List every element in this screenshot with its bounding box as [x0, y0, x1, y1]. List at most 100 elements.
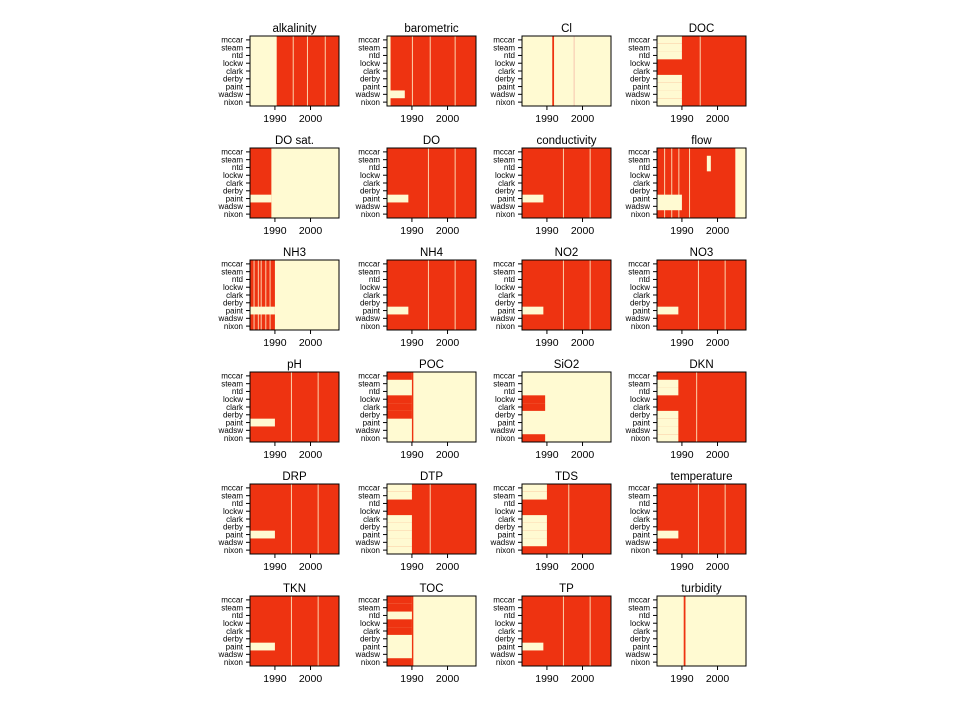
site-label: paint	[226, 194, 244, 203]
site-label: paint	[363, 642, 381, 651]
site-label: steam	[493, 491, 515, 500]
site-label: clark	[226, 67, 244, 76]
panel-do-sat-: DO sat. mccarsteamntdlockwclarkderbypaint…	[218, 135, 340, 237]
missing-cell	[250, 306, 275, 315]
x-tick-label: 1990	[400, 673, 424, 685]
x-tick-label: 2000	[706, 337, 730, 349]
presence-cell	[250, 372, 339, 442]
missing-cell	[657, 418, 679, 427]
site-label: nixon	[224, 210, 243, 219]
site-label: mccar	[221, 484, 243, 493]
x-tick-label: 1990	[670, 673, 694, 685]
site-label: derby	[630, 299, 650, 308]
site-label: lockw	[630, 171, 650, 180]
site-label: nixon	[496, 546, 515, 555]
site-label: ntd	[504, 387, 515, 396]
gap-streak	[429, 484, 431, 554]
site-label: lockw	[495, 59, 515, 68]
gap-streak	[589, 260, 591, 330]
site-label: lockw	[630, 395, 650, 404]
missing-cell	[387, 515, 412, 523]
site-label: derby	[630, 635, 650, 644]
presence-cell	[250, 148, 272, 218]
missing-cell	[657, 51, 682, 60]
presence-cell	[387, 627, 412, 635]
site-label: clark	[363, 67, 381, 76]
x-tick-label: 2000	[571, 337, 595, 349]
x-tick-label: 2000	[299, 561, 323, 573]
panel-title: DRP	[282, 471, 307, 483]
site-label: mccar	[221, 36, 243, 45]
missing-cell	[522, 522, 547, 531]
panel-title: alkalinity	[272, 23, 316, 35]
site-label: wadsw	[625, 650, 651, 659]
site-label: derby	[630, 523, 650, 532]
site-label: ntd	[639, 275, 650, 284]
site-label: steam	[628, 267, 650, 276]
site-label: nixon	[361, 658, 380, 667]
site-label: wadsw	[218, 90, 244, 99]
site-label: clark	[363, 515, 381, 524]
panel-title: SiO2	[554, 359, 580, 371]
x-tick-label: 1990	[535, 449, 559, 461]
site-label: clark	[633, 403, 651, 412]
missing-cell	[387, 491, 412, 500]
gap-streak	[290, 484, 292, 554]
x-tick-label: 2000	[436, 561, 460, 573]
x-tick-label: 1990	[400, 561, 424, 573]
site-label: derby	[223, 523, 243, 532]
missing-cell	[657, 43, 682, 52]
site-label: lockw	[495, 507, 515, 516]
missing-cell	[250, 530, 275, 539]
gap-streak	[699, 36, 701, 106]
panel-conductivity: conductivity mccarsteamntdlockwclarkderby…	[490, 135, 612, 237]
missing-cell	[657, 426, 679, 435]
site-label: ntd	[504, 51, 515, 60]
gap-streak	[671, 148, 673, 218]
site-label: nixon	[496, 658, 515, 667]
site-label: mccar	[493, 148, 515, 157]
x-tick-label: 1990	[400, 449, 424, 461]
site-label: wadsw	[490, 426, 516, 435]
site-label: nixon	[631, 98, 650, 107]
site-label: paint	[363, 194, 381, 203]
site-label: paint	[633, 530, 651, 539]
gap-streak	[562, 148, 564, 218]
panel-title: NH4	[420, 247, 444, 259]
site-label: lockw	[360, 507, 380, 516]
missing-cell	[387, 522, 412, 531]
gap-streak	[724, 260, 726, 330]
site-label: paint	[633, 418, 651, 427]
site-label: ntd	[504, 163, 515, 172]
site-label: steam	[628, 603, 650, 612]
panel-tkn: TKN mccarsteamntdlockwclarkderbypaintwads…	[218, 583, 340, 685]
site-label: wadsw	[355, 538, 381, 547]
spike-bar	[683, 596, 686, 666]
site-label: lockw	[223, 59, 243, 68]
missing-cell	[522, 515, 547, 523]
spike-bar	[411, 372, 414, 442]
site-label: clark	[633, 627, 651, 636]
site-label: derby	[223, 299, 243, 308]
site-label: wadsw	[490, 314, 516, 323]
site-label: clark	[633, 67, 651, 76]
site-label: derby	[495, 411, 515, 420]
gap-streak	[697, 260, 699, 330]
missing-cell	[735, 148, 746, 218]
site-label: steam	[358, 43, 380, 52]
site-label: clark	[363, 291, 381, 300]
missing-cell	[522, 306, 544, 315]
gap-streak	[317, 596, 319, 666]
site-label: wadsw	[355, 314, 381, 323]
gap-streak	[568, 484, 570, 554]
site-label: nixon	[361, 546, 380, 555]
missing-cell	[657, 90, 682, 99]
panel-title: conductivity	[536, 135, 596, 147]
site-label: paint	[226, 82, 244, 91]
site-label: nixon	[496, 322, 515, 331]
site-label: ntd	[639, 163, 650, 172]
site-label: paint	[226, 642, 244, 651]
site-label: steam	[628, 155, 650, 164]
missing-cell	[387, 306, 409, 315]
site-label: paint	[498, 82, 516, 91]
